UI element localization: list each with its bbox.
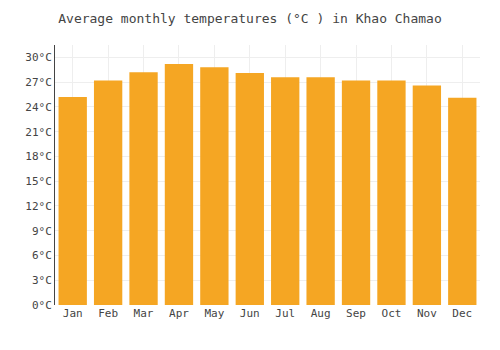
svg-text:9°C: 9°C	[32, 225, 52, 238]
svg-text:15°C: 15°C	[25, 175, 52, 188]
svg-text:12°C: 12°C	[25, 200, 52, 213]
svg-text:Jul: Jul	[275, 307, 295, 320]
svg-text:Dec: Dec	[452, 307, 472, 320]
svg-text:Jan: Jan	[63, 307, 83, 320]
svg-text:3°C: 3°C	[32, 274, 52, 287]
svg-text:May: May	[204, 307, 224, 320]
svg-text:Apr: Apr	[169, 307, 189, 320]
svg-text:Aug: Aug	[311, 307, 331, 320]
svg-text:6°C: 6°C	[32, 249, 52, 262]
svg-text:0°C: 0°C	[32, 299, 52, 312]
svg-text:Feb: Feb	[98, 307, 118, 320]
svg-text:21°C: 21°C	[25, 126, 52, 139]
svg-text:Oct: Oct	[382, 307, 402, 320]
svg-text:27°C: 27°C	[25, 76, 52, 89]
svg-text:24°C: 24°C	[25, 101, 52, 114]
svg-text:Average monthly temperatures (: Average monthly temperatures (°C ) in Kh…	[58, 11, 442, 26]
svg-text:Sep: Sep	[346, 307, 366, 320]
svg-text:Mar: Mar	[134, 307, 154, 320]
svg-text:Jun: Jun	[240, 307, 260, 320]
svg-text:Nov: Nov	[417, 307, 437, 320]
svg-text:30°C: 30°C	[25, 51, 52, 64]
svg-text:18°C: 18°C	[25, 150, 52, 163]
